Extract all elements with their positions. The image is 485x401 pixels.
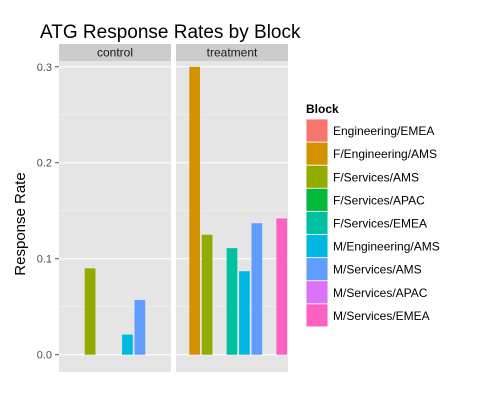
legend-key-swatch [306, 235, 328, 258]
facet-strip-label: control [97, 46, 133, 60]
legend-item: M/Services/EMEA [306, 303, 430, 327]
legend-item: M/Services/AMS [306, 257, 422, 281]
bar-treatment-1 [189, 66, 201, 355]
facet-strip [176, 44, 288, 61]
y-tick-label: 0.2 [37, 158, 52, 170]
y-axis-ticks: 0.0 0.1 0.2 0.3 [37, 62, 59, 362]
facet-strip [59, 44, 171, 61]
legend-item: Engineering/EMEA [306, 119, 434, 143]
bar-treatment-4 [226, 248, 238, 355]
legend: Block Engineering/EMEA F/Engineering/AMS F/… [306, 102, 440, 327]
legend-label: F/Services/AMS [333, 170, 419, 184]
legend-key-swatch [306, 119, 328, 142]
legend-label: F/Services/EMEA [333, 216, 427, 230]
legend-label: F/Services/APAC [333, 193, 425, 207]
facet-strip-label: treatment [207, 46, 258, 60]
bar-treatment-8 [276, 218, 288, 355]
y-tick-label: 0.0 [37, 350, 52, 362]
legend-key-swatch [306, 165, 328, 188]
bar-treatment-5 [239, 271, 250, 355]
legend-title: Block [306, 102, 339, 116]
legend-key-swatch [306, 258, 328, 281]
legend-label: M/Services/EMEA [333, 309, 430, 323]
y-tick-label: 0.1 [37, 254, 52, 266]
chart-title: ATG Response Rates by Block [40, 22, 301, 43]
facet-panels: control treatment [59, 44, 288, 372]
legend-label: Engineering/EMEA [333, 124, 434, 138]
legend-label: M/Services/APAC [333, 286, 428, 300]
legend-item: M/Services/APAC [306, 280, 428, 304]
legend-key-swatch [306, 281, 328, 304]
legend-key-swatch [306, 304, 328, 327]
panel-background [59, 61, 171, 372]
legend-label: M/Engineering/AMS [333, 240, 440, 254]
facet-panel-treatment: treatment [176, 44, 288, 372]
bar-control-6 [134, 300, 146, 355]
facet-panel-control: control [59, 44, 171, 372]
y-axis-title: Response Rate [12, 172, 29, 275]
legend-label: M/Services/AMS [333, 263, 422, 277]
bar-control-2 [84, 268, 96, 355]
bar-treatment-6 [251, 223, 263, 355]
legend-item: M/Engineering/AMS [306, 234, 440, 258]
bar-treatment-2 [201, 234, 213, 355]
legend-key-swatch [306, 142, 328, 165]
legend-item: F/Engineering/AMS [306, 142, 437, 166]
bar-control-5 [122, 334, 133, 355]
legend-label: F/Engineering/AMS [333, 147, 437, 161]
y-tick-label: 0.3 [37, 62, 52, 74]
y-axis-title-group: Response Rate [12, 172, 29, 275]
legend-key-swatch [306, 211, 328, 234]
legend-item: F/Services/APAC [306, 188, 425, 212]
legend-item: F/Services/EMEA [306, 211, 427, 235]
legend-item: F/Services/AMS [306, 165, 419, 189]
legend-key-swatch [306, 188, 328, 211]
